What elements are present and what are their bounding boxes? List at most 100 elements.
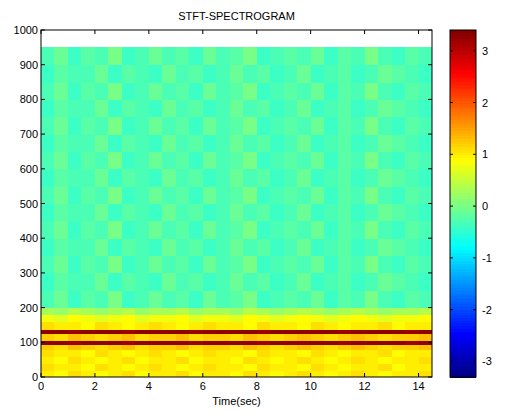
y-tick <box>428 134 432 135</box>
x-tick-label: 8 <box>254 380 260 392</box>
cell <box>135 349 149 356</box>
cell <box>95 363 109 370</box>
cell <box>365 204 379 222</box>
cell <box>419 290 432 308</box>
cell <box>243 356 257 363</box>
cell <box>311 370 325 377</box>
cell <box>419 370 432 377</box>
cell <box>95 186 109 204</box>
y-tick-label: 500 <box>20 198 38 210</box>
cell <box>149 238 163 256</box>
cell <box>311 315 325 322</box>
cell <box>176 333 190 340</box>
cell <box>162 363 176 370</box>
cell <box>257 186 271 204</box>
cell <box>81 99 95 117</box>
cell <box>405 82 419 100</box>
cell <box>95 315 109 322</box>
cell <box>122 221 136 239</box>
cell <box>203 349 217 356</box>
cell <box>54 238 68 256</box>
cell <box>135 256 149 274</box>
cell <box>324 47 338 65</box>
cell <box>68 134 82 152</box>
cell <box>284 349 298 356</box>
cell <box>338 117 352 135</box>
cell <box>122 238 136 256</box>
cell <box>108 221 122 239</box>
cell <box>162 290 176 308</box>
cell <box>81 329 95 334</box>
cell <box>81 47 95 65</box>
cell <box>176 47 190 65</box>
cell <box>392 315 406 322</box>
cell <box>122 349 136 356</box>
cell <box>311 333 325 340</box>
cell <box>108 329 122 334</box>
x-tick-label: 6 <box>200 380 206 392</box>
cell <box>351 169 365 187</box>
cell <box>216 333 230 340</box>
cell <box>392 333 406 340</box>
cell <box>216 134 230 152</box>
cell <box>203 221 217 239</box>
cell <box>270 290 284 308</box>
cell <box>41 363 55 370</box>
cell <box>392 329 406 334</box>
cell <box>230 315 244 322</box>
cell <box>392 117 406 135</box>
cell <box>41 117 55 135</box>
cell <box>243 321 257 329</box>
cell <box>108 315 122 322</box>
cell <box>230 356 244 363</box>
cell <box>41 256 55 274</box>
cell <box>230 349 244 356</box>
y-tick-label: 400 <box>20 232 38 244</box>
cell <box>324 333 338 340</box>
cell <box>243 344 257 349</box>
cell <box>230 329 244 334</box>
cell <box>149 186 163 204</box>
cell <box>54 256 68 274</box>
cell <box>311 134 325 152</box>
cell <box>81 151 95 169</box>
cell <box>216 315 230 322</box>
colorbar-tick-label: 1 <box>482 148 488 160</box>
cell <box>203 99 217 117</box>
cell <box>216 204 230 222</box>
x-tick <box>41 373 42 377</box>
cell <box>108 356 122 363</box>
cell <box>41 65 55 83</box>
cell <box>405 47 419 65</box>
cell <box>243 82 257 100</box>
cell <box>54 169 68 187</box>
cell <box>284 321 298 329</box>
x-tick <box>202 373 203 377</box>
cell <box>257 370 271 377</box>
cell <box>378 356 392 363</box>
cell <box>135 321 149 329</box>
cell <box>68 273 82 291</box>
cell <box>135 47 149 65</box>
x-axis-title: Time(sec) <box>212 395 260 407</box>
x-tick <box>148 373 149 377</box>
cell <box>162 221 176 239</box>
cell <box>81 315 95 322</box>
cell <box>365 82 379 100</box>
cell <box>338 370 352 377</box>
cell <box>270 349 284 356</box>
cell <box>270 47 284 65</box>
cell <box>351 321 365 329</box>
cell <box>54 321 68 329</box>
cell <box>54 290 68 308</box>
cell <box>270 256 284 274</box>
cell <box>257 356 271 363</box>
cell <box>149 290 163 308</box>
cell <box>324 99 338 117</box>
cell <box>68 151 82 169</box>
cell <box>392 321 406 329</box>
cell <box>176 221 190 239</box>
cell <box>162 256 176 274</box>
cell <box>243 99 257 117</box>
cell <box>135 169 149 187</box>
